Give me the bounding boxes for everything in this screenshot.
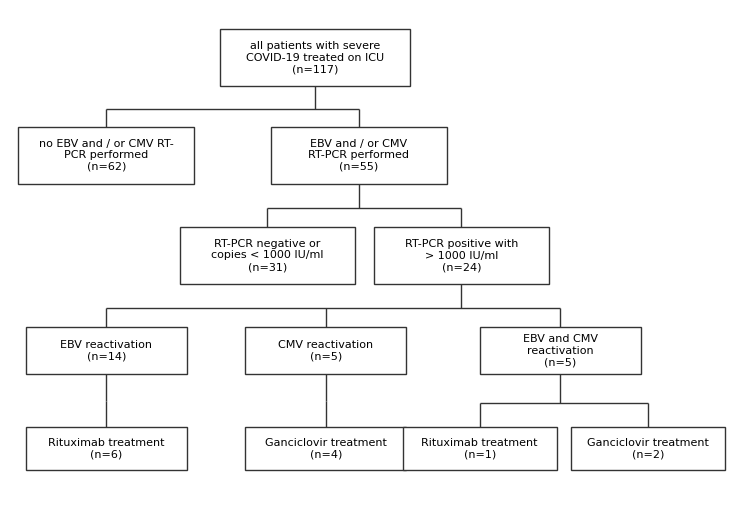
- Text: Ganciclovir treatment
(n=2): Ganciclovir treatment (n=2): [587, 437, 709, 459]
- FancyBboxPatch shape: [403, 427, 557, 470]
- FancyBboxPatch shape: [19, 127, 194, 184]
- Text: EBV reactivation
(n=14): EBV reactivation (n=14): [61, 340, 152, 361]
- FancyBboxPatch shape: [179, 227, 355, 284]
- FancyBboxPatch shape: [25, 327, 187, 375]
- Text: EBV and CMV
reactivation
(n=5): EBV and CMV reactivation (n=5): [523, 334, 598, 367]
- Text: Rituximab treatment
(n=1): Rituximab treatment (n=1): [421, 437, 538, 459]
- FancyBboxPatch shape: [245, 327, 406, 375]
- Text: RT-PCR positive with
> 1000 IU/ml
(n=24): RT-PCR positive with > 1000 IU/ml (n=24): [405, 239, 518, 272]
- Text: no EBV and / or CMV RT-
PCR performed
(n=62): no EBV and / or CMV RT- PCR performed (n…: [39, 139, 173, 172]
- FancyBboxPatch shape: [374, 227, 549, 284]
- FancyBboxPatch shape: [571, 427, 725, 470]
- Text: CMV reactivation
(n=5): CMV reactivation (n=5): [279, 340, 374, 361]
- Text: RT-PCR negative or
copies < 1000 IU/ml
(n=31): RT-PCR negative or copies < 1000 IU/ml (…: [211, 239, 323, 272]
- FancyBboxPatch shape: [245, 427, 406, 470]
- FancyBboxPatch shape: [271, 127, 447, 184]
- Text: all patients with severe
COVID-19 treated on ICU
(n=117): all patients with severe COVID-19 treate…: [246, 41, 384, 74]
- FancyBboxPatch shape: [480, 327, 641, 375]
- FancyBboxPatch shape: [25, 427, 187, 470]
- Text: Rituximab treatment
(n=6): Rituximab treatment (n=6): [48, 437, 164, 459]
- Text: Ganciclovir treatment
(n=4): Ganciclovir treatment (n=4): [265, 437, 387, 459]
- Text: EBV and / or CMV
RT-PCR performed
(n=55): EBV and / or CMV RT-PCR performed (n=55): [309, 139, 409, 172]
- FancyBboxPatch shape: [220, 29, 410, 86]
